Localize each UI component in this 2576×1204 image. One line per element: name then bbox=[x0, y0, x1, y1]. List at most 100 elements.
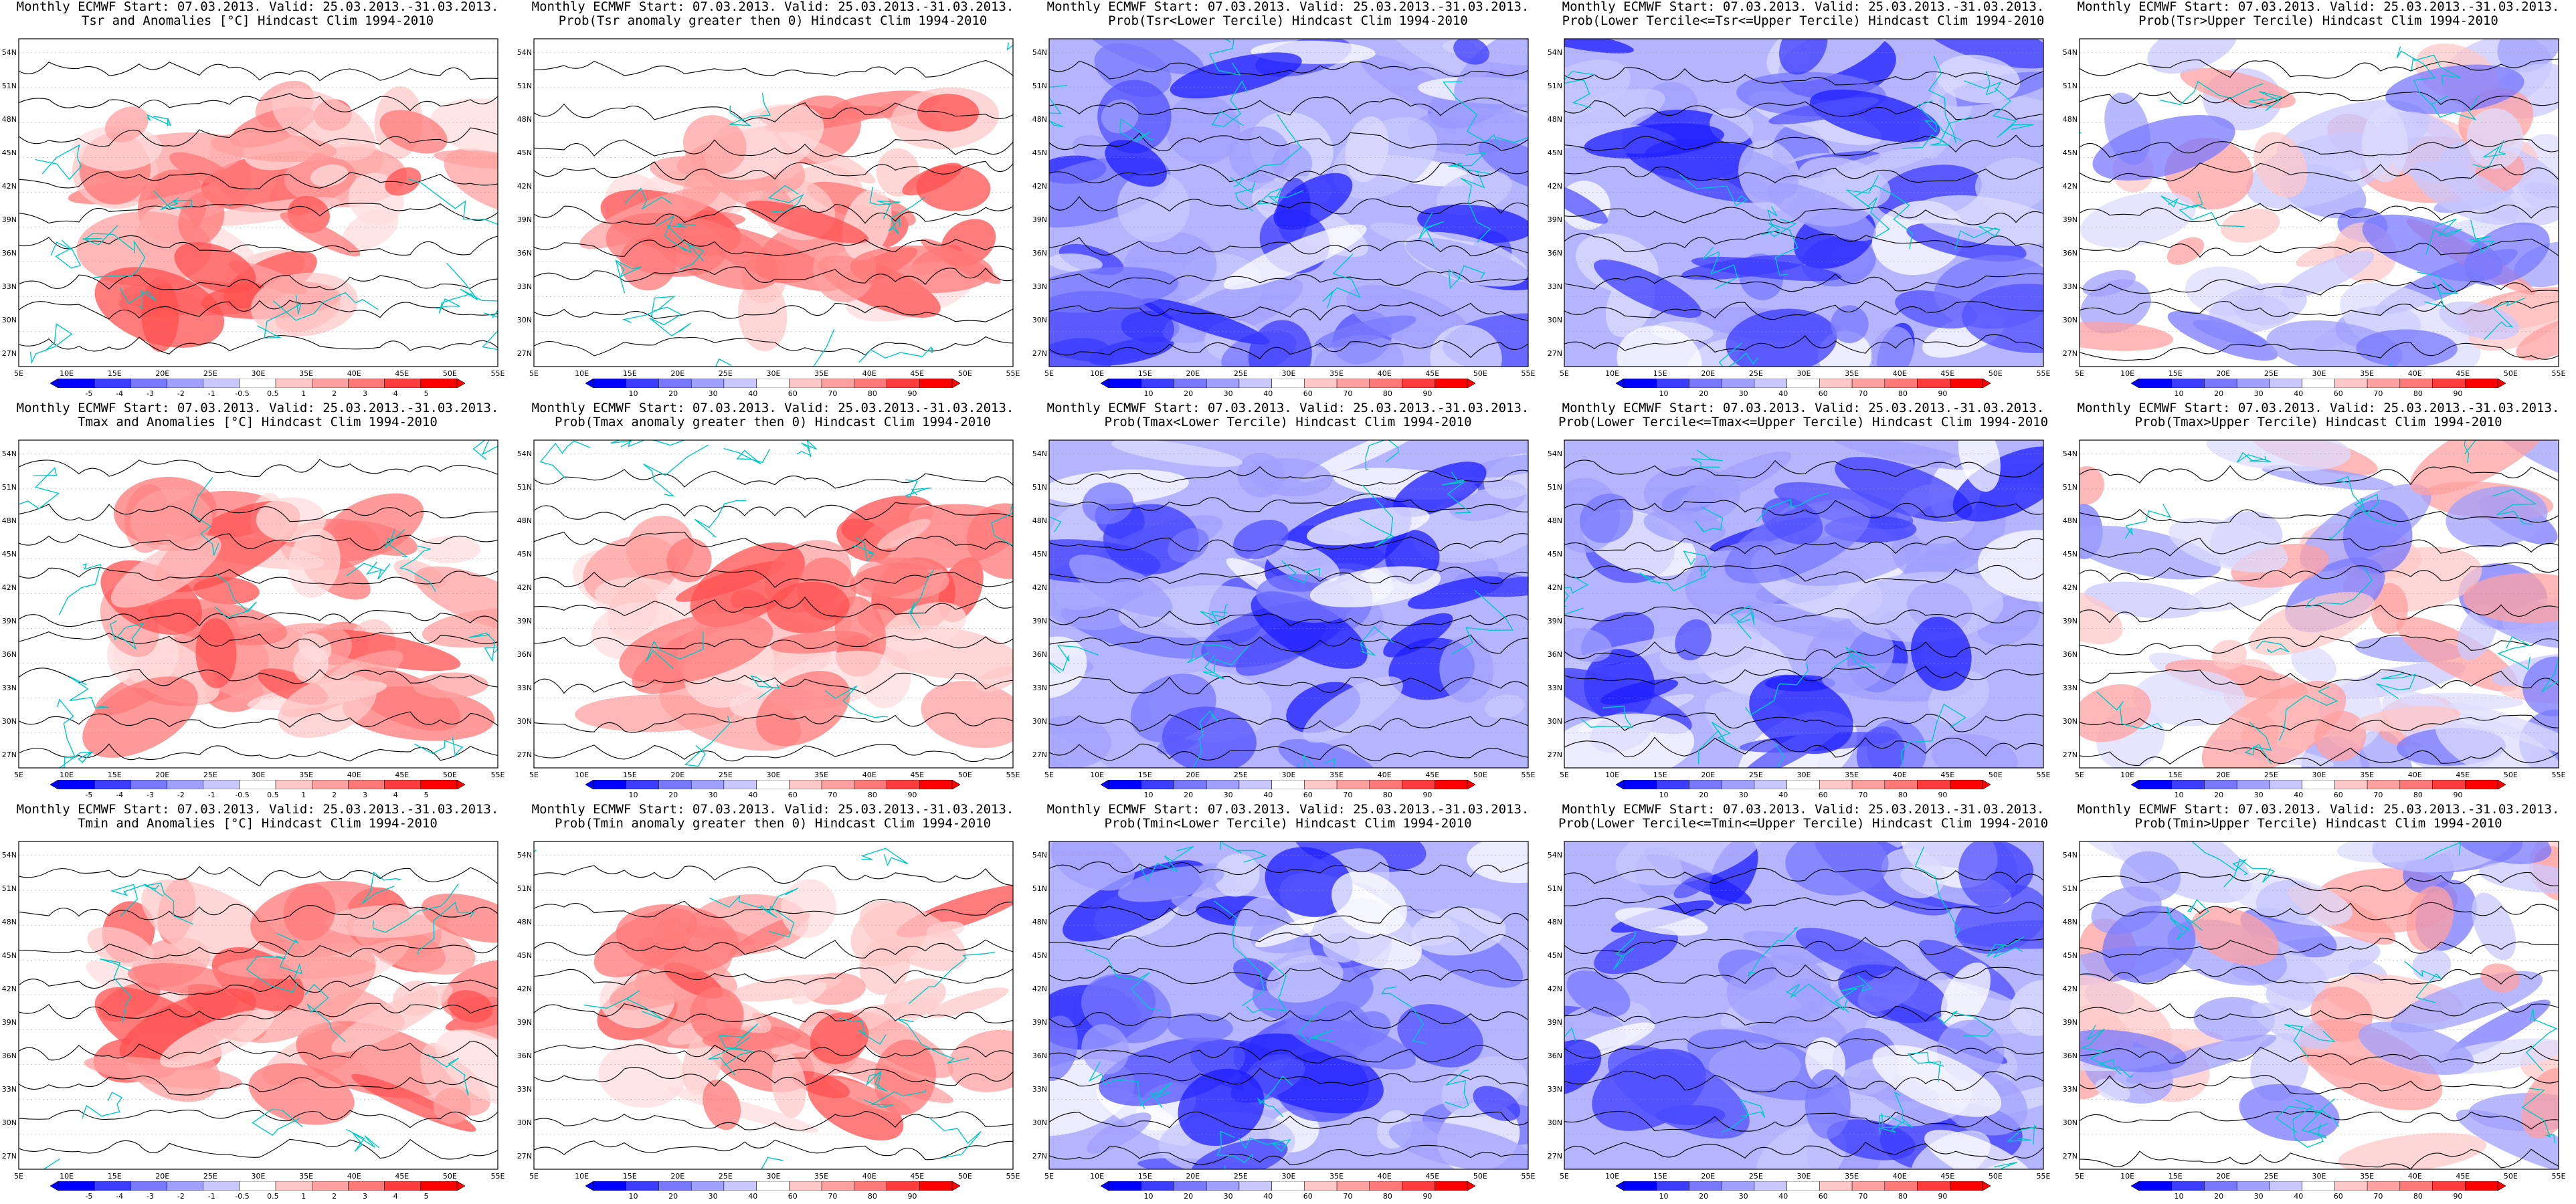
colorbar-segment bbox=[1884, 780, 1918, 789]
contour-line bbox=[534, 939, 1013, 959]
colorbar-segment bbox=[1336, 780, 1370, 789]
coastline bbox=[19, 466, 60, 510]
colorbar-max-arrow bbox=[951, 1181, 960, 1191]
colorbar-tick-label: 40 bbox=[1263, 1192, 1273, 1201]
coastline bbox=[1208, 39, 1241, 76]
shaded-region bbox=[1392, 462, 1487, 517]
map-panel: Monthly ECMWF Start: 07.03.2013. Valid: … bbox=[2061, 0, 2576, 401]
lon-tick-label: 35E bbox=[299, 771, 313, 779]
contour-line bbox=[2080, 902, 2559, 920]
lat-tick-label: 39N bbox=[1032, 215, 1047, 224]
lat-tick-label: 45N bbox=[1548, 951, 1562, 960]
colorbar-max-arrow bbox=[951, 379, 960, 388]
shaded-region bbox=[2358, 1021, 2474, 1076]
shaded-region bbox=[2266, 978, 2316, 1012]
coastline bbox=[1257, 187, 1304, 205]
contour-line bbox=[19, 903, 498, 922]
colorbar-tick-label: 90 bbox=[2453, 1192, 2463, 1201]
map-frame bbox=[18, 439, 498, 769]
coastline bbox=[2124, 503, 2171, 539]
colorbar-segment bbox=[2432, 780, 2466, 789]
lat-tick-label: 54N bbox=[2, 48, 17, 57]
lat-tick-label: 42N bbox=[2063, 182, 2078, 191]
panel-title: Monthly ECMWF Start: 07.03.2013. Valid: … bbox=[515, 803, 1030, 835]
shaded-region bbox=[414, 566, 498, 631]
colorbar-segment bbox=[384, 379, 422, 388]
lon-tick-label: 55E bbox=[1006, 1172, 1020, 1181]
lon-tick-label: 40E bbox=[1893, 369, 1907, 378]
coastline bbox=[796, 440, 818, 458]
shaded-region bbox=[1881, 847, 1945, 898]
lat-tick-label: 33N bbox=[517, 1085, 532, 1094]
colorbar-segment bbox=[1851, 780, 1885, 789]
colorbar-tick-label: 90 bbox=[1938, 791, 1948, 799]
colorbar-tick-label: 40 bbox=[1778, 791, 1788, 799]
colorbar-segment bbox=[723, 780, 757, 789]
colorbar-segment bbox=[2204, 780, 2237, 789]
lon-tick-label: 30E bbox=[767, 1172, 781, 1181]
coastline bbox=[649, 306, 691, 337]
colorbar-tick-label: 10 bbox=[628, 389, 638, 398]
lat-tick-label: 48N bbox=[2, 918, 17, 926]
shaded-region bbox=[2355, 706, 2462, 732]
coastline bbox=[1916, 100, 1963, 142]
shaded-region bbox=[1360, 54, 1474, 120]
shaded-region bbox=[430, 98, 498, 155]
colorbar-segment bbox=[1721, 780, 1755, 789]
coastline bbox=[2376, 673, 2417, 700]
contour-line bbox=[2080, 562, 2559, 583]
contour-line bbox=[2080, 91, 2559, 111]
colorbar bbox=[50, 780, 465, 789]
colorbar-tick-label: 20 bbox=[668, 389, 678, 398]
lon-tick-label: 10E bbox=[1090, 1172, 1104, 1181]
lon-tick-label: 15E bbox=[2169, 369, 2183, 378]
lat-tick-label: 27N bbox=[1032, 750, 1047, 759]
contour-line bbox=[1564, 207, 2043, 225]
lon-tick-label: 15E bbox=[2169, 1172, 2183, 1181]
coastline bbox=[1964, 71, 2002, 96]
coastline bbox=[1139, 846, 1194, 882]
lat-tick-label: 48N bbox=[517, 115, 532, 124]
colorbar-segment bbox=[384, 780, 422, 789]
contour-line bbox=[2080, 301, 2559, 317]
contour-line bbox=[19, 1003, 498, 1020]
coastline bbox=[908, 569, 935, 629]
panel-title-line2: Prob(Tmin>Upper Tercile) Hindcast Clim 1… bbox=[2134, 816, 2502, 831]
colorbar-tick-label: 80 bbox=[1382, 1192, 1392, 1201]
shaded-region bbox=[1857, 969, 1920, 1012]
shaded-region bbox=[2466, 108, 2524, 169]
lon-tick-label: 20E bbox=[670, 771, 684, 779]
lat-tick-label: 39N bbox=[2063, 617, 2078, 625]
colorbar-segment bbox=[821, 379, 855, 388]
colorbar bbox=[2131, 780, 2506, 789]
shaded-region bbox=[2167, 310, 2278, 361]
shaded-region bbox=[210, 132, 337, 163]
shaded-region bbox=[1049, 253, 1103, 273]
lat-tick-label: 39N bbox=[517, 617, 532, 625]
colorbar-segment bbox=[1656, 379, 1689, 388]
coastline bbox=[1324, 757, 1336, 768]
coastline bbox=[145, 882, 194, 925]
colorbar-segment bbox=[130, 379, 167, 388]
colorbar-segment bbox=[348, 1181, 385, 1191]
colorbar-segment bbox=[239, 780, 276, 789]
colorbar-min-arrow bbox=[1101, 780, 1109, 789]
lat-tick-label: 51N bbox=[517, 82, 532, 90]
colorbar-segment bbox=[58, 780, 95, 789]
shaded-region bbox=[921, 681, 1013, 748]
colorbar-tick-label: 10 bbox=[1659, 389, 1669, 398]
coastline bbox=[1213, 900, 1265, 1007]
coastline bbox=[2292, 1099, 2324, 1148]
lon-tick-label: 55E bbox=[1522, 369, 1536, 378]
colorbar-segment bbox=[2465, 1181, 2498, 1191]
colorbar-segment bbox=[691, 1181, 725, 1191]
coastline bbox=[813, 328, 835, 367]
contour-line bbox=[2080, 238, 2559, 258]
coastline bbox=[1954, 225, 2001, 250]
shaded-region bbox=[874, 1039, 936, 1116]
contour-line bbox=[19, 975, 498, 995]
colorbar bbox=[2131, 379, 2506, 388]
contour-line bbox=[2080, 465, 2559, 486]
coastline bbox=[750, 675, 780, 700]
coastline bbox=[646, 631, 704, 670]
